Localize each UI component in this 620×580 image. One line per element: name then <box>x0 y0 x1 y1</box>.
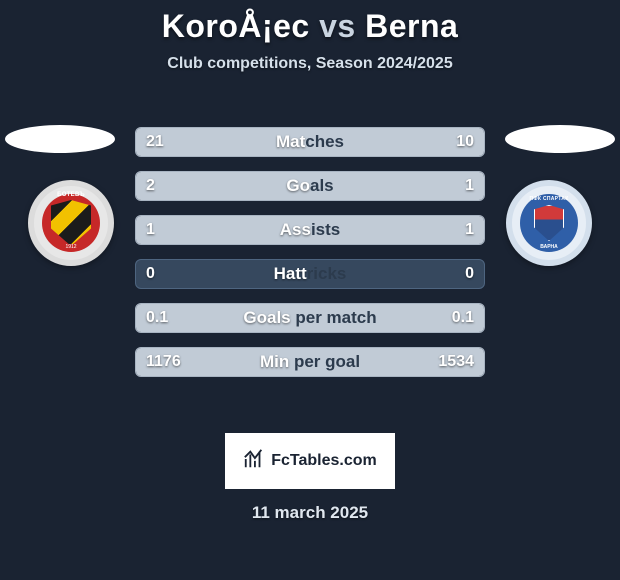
stat-label-dark: per goal <box>294 352 360 371</box>
main-area: БОТЕВЪ 1912 ПФК СПАРТАК ВАРНА 2110Matche… <box>0 95 620 415</box>
stat-row: 0 0 Hattricks <box>135 259 485 289</box>
stat-left-value: 21 <box>146 133 164 151</box>
stat-row: 2 1 Goals <box>135 171 485 201</box>
stat-right-value: 1 <box>465 177 474 195</box>
stat-label: Assists <box>280 220 340 240</box>
stat-label: Goals <box>286 176 333 196</box>
stat-label: Min per goal <box>260 352 360 372</box>
crest-left-name: БОТЕВЪ <box>57 192 85 198</box>
brand-box[interactable]: FcTables.com <box>225 433 395 489</box>
stat-fill-left <box>136 172 369 200</box>
stat-right-value: 1534 <box>438 353 474 371</box>
stat-row: 1176 1534 Min per goal <box>135 347 485 377</box>
page-title: KoroÅ¡ec vs Berna <box>0 8 620 45</box>
stat-label-light: Ass <box>280 220 311 239</box>
brand-text: FcTables.com <box>271 452 377 470</box>
player1-ellipse <box>5 125 115 153</box>
date-text: 11 march 2025 <box>0 503 620 523</box>
stat-left-value: 1 <box>146 221 155 239</box>
stat-label: Matches <box>276 132 344 152</box>
card-root: KoroÅ¡ec vs Berna Club competitions, Sea… <box>0 0 620 523</box>
stat-right-value: 1 <box>465 221 474 239</box>
stat-label-light: Min <box>260 352 294 371</box>
club-crest-left: БОТЕВЪ 1912 <box>28 180 114 266</box>
stat-label-light: Hatt <box>274 264 307 283</box>
crest-right-name: ПФК СПАРТАК <box>529 196 568 202</box>
stat-label-dark: als <box>310 176 334 195</box>
club-crest-right: ПФК СПАРТАК ВАРНА <box>506 180 592 266</box>
stat-left-value: 0.1 <box>146 309 168 327</box>
stat-label-dark: ists <box>311 220 340 239</box>
player2-ellipse <box>505 125 615 153</box>
stat-label-dark: ricks <box>307 264 347 283</box>
stat-label-light: Go <box>286 176 310 195</box>
player1-name: KoroÅ¡ec <box>162 8 310 44</box>
stat-row: 0.1 0.1 Goals per match <box>135 303 485 333</box>
stat-label-dark: ches <box>305 132 344 151</box>
crest-right-shield <box>534 205 564 241</box>
stat-row: 21 10 Matches <box>135 127 485 157</box>
stat-left-value: 1176 <box>146 353 181 371</box>
subtitle: Club competitions, Season 2024/2025 <box>0 55 620 73</box>
stat-left-value: 0 <box>146 265 155 283</box>
stat-right-value: 0.1 <box>452 309 474 327</box>
stat-label: Goals per match <box>243 308 376 328</box>
crest-left-inner: БОТЕВЪ 1912 <box>42 194 100 252</box>
stat-row: 1 1 Assists <box>135 215 485 245</box>
brand-logo-icon <box>243 448 265 475</box>
crest-left-shield <box>51 200 91 246</box>
stat-label-dark: per match <box>295 308 376 327</box>
stat-label: Hattricks <box>274 264 347 284</box>
stat-label-light: Mat <box>276 132 305 151</box>
crest-left-year: 1912 <box>62 244 79 250</box>
crest-right-inner: ПФК СПАРТАК ВАРНА <box>520 194 578 252</box>
stats-list: 2110Matches21Goals11Assists00Hattricks0.… <box>135 127 485 377</box>
crest-right-sub: ВАРНА <box>540 244 558 250</box>
stat-right-value: 10 <box>456 133 474 151</box>
player2-name: Berna <box>365 8 458 44</box>
stat-label-light: Goals <box>243 308 295 327</box>
stat-left-value: 2 <box>146 177 155 195</box>
stat-right-value: 0 <box>465 265 474 283</box>
vs-text: vs <box>319 8 356 44</box>
